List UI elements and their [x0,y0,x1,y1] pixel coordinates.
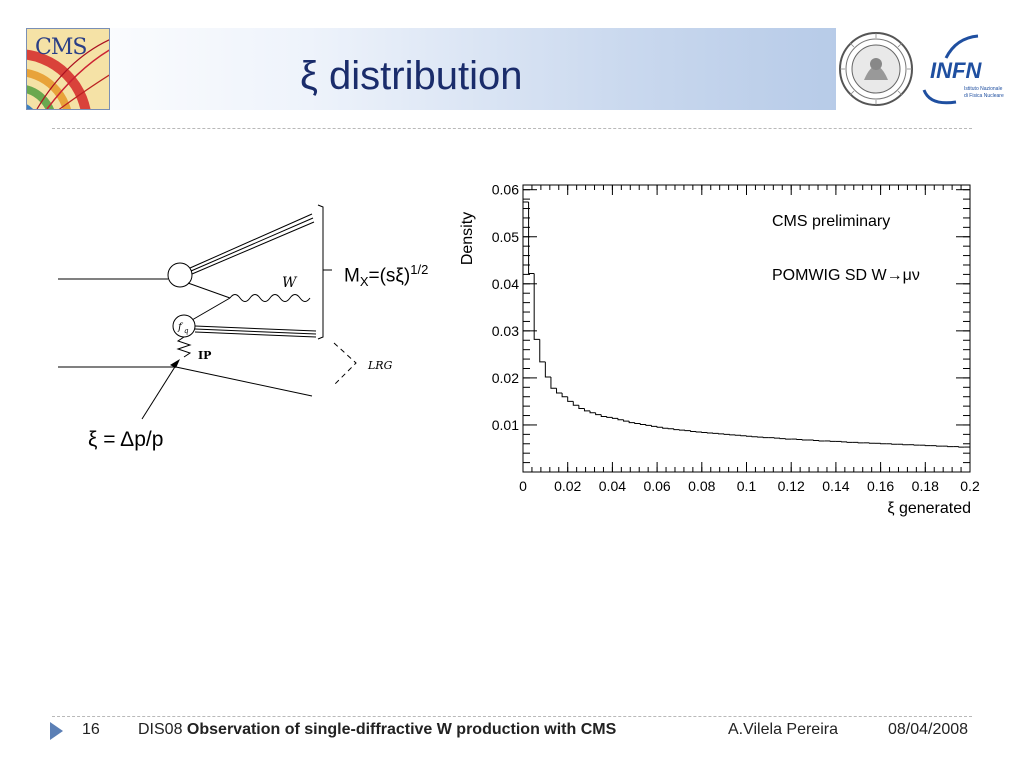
x-tick-label: 0.02 [554,478,581,494]
infn-logo-sub2: di Fisica Nucleare [964,93,1004,99]
histogram-bin [572,401,579,406]
histogram-bin [556,388,563,394]
histogram-bin [578,405,585,409]
histogram-bin [595,412,602,416]
histogram-bin [639,423,646,425]
y-tick-label: 0.03 [492,323,519,339]
xi-definition: ξ = Δp/p [88,428,164,451]
y-tick-label: 0.02 [492,370,519,386]
x-tick-label: 0.1 [737,478,757,494]
page-number: 16 [82,721,100,738]
bullet-arrow-icon [50,722,63,740]
mx-subscript: X [359,274,369,290]
feynman-diagram: W f q IP LRG [58,204,393,420]
x-axis-label: ξ generated [887,500,971,517]
y-tick-label: 0.04 [492,276,519,292]
w-boson-line [229,294,311,302]
chart-axes [522,184,971,473]
mx-formula: MX=(sξ)1/2 [344,262,428,289]
histogram-bin [583,408,591,412]
histogram-bin [651,425,658,427]
x-tick-label: 0.06 [643,478,670,494]
lrg-label: LRG [367,359,393,372]
talk-date: 08/04/2008 [888,721,969,738]
histogram-bin [539,339,546,363]
histogram-bin [634,422,641,425]
x-tick-label: 0.18 [912,478,939,494]
histogram-bin [628,421,635,424]
y-tick-label: 0.05 [492,229,519,245]
plot-frame [522,184,971,473]
cms-logo-text: CMS [35,35,87,60]
x-tick-label: 0.12 [778,478,805,494]
footer-conference: DIS08 Observation of single-diffractive … [138,721,616,739]
x-tick-label: 0.04 [599,478,626,494]
histogram-bin [561,392,568,398]
histogram-bin [690,430,697,433]
histogram-bin [567,396,574,402]
footer-divider [52,716,972,717]
histogram-bin [550,376,557,389]
x-tick-label: 0.08 [688,478,715,494]
histogram-bin [662,427,669,429]
mx-rest: =(sξ) [368,265,411,287]
histogram-bin [656,426,663,428]
w-label: W [282,275,298,291]
cms-logo-graphic [27,29,109,109]
histogram-bin [528,201,535,274]
mx-superscript: 1/2 [410,262,429,277]
x-tick-label: 0 [519,478,527,494]
header-divider [52,128,972,129]
header-band [26,28,836,110]
fq-label: f [177,322,184,333]
infn-logo-text: INFN [930,58,982,83]
histogram-bin [611,417,618,419]
histogram-bin [533,273,540,340]
x-tick-label: 0.2 [960,478,980,494]
histogram-bin [544,361,551,378]
talk-title: Observation of single-diffractive W prod… [186,721,617,738]
histogram-bin [645,424,652,426]
histogram-bin [617,418,624,421]
infn-logo: INFN Istituto Nazionale di Fisica Nuclea… [916,28,1012,110]
histogram-bin [623,419,630,422]
y-tick-label: 0.01 [492,417,519,433]
histogram-bin [606,416,613,418]
cms-logo: CMS [26,28,110,110]
annotation-process: POMWIG SD W→μν [772,267,920,284]
chart-bars [522,201,970,472]
histogram-bin [600,414,607,417]
infn-logo-sub1: Istituto Nazionale [964,86,1003,92]
university-seal-icon [836,28,916,110]
annotation-cms-preliminary: CMS preliminary [772,213,890,230]
page-title: ξ distribution [300,54,523,98]
author-name: A.Vilela Pereira [728,721,838,738]
ip-label: IP [198,349,211,362]
x-tick-label: 0.16 [867,478,894,494]
x-tick-label: 0.14 [822,478,849,494]
chart-ticks: 0 0.02 0.04 0.06 0.08 0.1 0.12 0.14 0.16 0.18 0.2 0… [492,182,980,494]
footer: 16 DIS08 Observation of single-diffracti… [0,718,1024,744]
xi-histogram: 0 0.02 0.04 0.06 0.08 0.1 0.12 0.14 0.16 0.18 0.2 0… [459,182,980,517]
mx-main: M [344,265,360,287]
y-axis-label: Density [459,212,476,265]
conference-name: DIS08 [138,721,183,738]
fq-subscript: q [184,327,189,335]
histogram-bin [522,201,529,472]
histogram-bin [589,410,596,414]
y-tick-label: 0.06 [492,182,519,198]
histogram-bin [673,428,680,431]
